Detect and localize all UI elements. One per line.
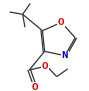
Text: O: O [42, 62, 48, 71]
Text: O: O [58, 18, 65, 27]
Text: O: O [32, 83, 38, 91]
Text: N: N [62, 51, 68, 60]
